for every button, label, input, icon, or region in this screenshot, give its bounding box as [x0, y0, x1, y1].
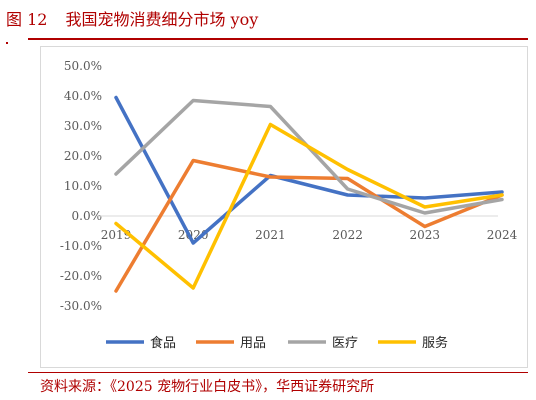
y-axis: 50.0% 40.0% 30.0% 20.0% 10.0% 0.0% -10.0% -20.0…: [60, 59, 498, 313]
legend-label: 食品: [150, 335, 176, 351]
legend-label: 服务: [422, 335, 448, 351]
x-tick-label: 2023: [410, 228, 441, 242]
x-axis: 2019 2020 2021 2022 2023 2024: [101, 228, 518, 242]
series-line-1: [114, 95, 504, 245]
line-chart: 50.0% 40.0% 30.0% 20.0% 10.0% 0.0% -10.0% -20.0…: [60, 59, 518, 351]
series-layer: [114, 95, 504, 293]
figure-title-text: 我国宠物消费细分市场 yoy: [65, 10, 259, 29]
y-tick-label: 10.0%: [64, 179, 102, 193]
x-tick-label: 2022: [332, 228, 363, 242]
legend-label: 用品: [240, 336, 266, 351]
figure-number: 图 12: [6, 10, 48, 29]
figure-title: 图 12 我国宠物消费细分市场 yoy: [6, 6, 258, 30]
series-line-4: [114, 122, 504, 290]
y-tick-label: -30.0%: [60, 299, 102, 313]
legend-label: 医疗: [332, 336, 358, 351]
source-rule: [28, 372, 528, 373]
y-tick-label: 30.0%: [64, 119, 102, 133]
chart-frame: [40, 46, 528, 368]
side-mark: [6, 42, 8, 44]
y-tick-label: 50.0%: [64, 59, 102, 73]
y-tick-label: 40.0%: [64, 89, 102, 103]
source-note: 资料来源：《2025 宠物行业白皮书》，华西证券研究所: [40, 379, 375, 395]
x-tick-label: 2024: [487, 228, 518, 242]
series-line-2: [114, 158, 504, 293]
x-tick-label: 2021: [255, 228, 286, 242]
legend: 食品 用品 医疗 服务: [106, 335, 448, 351]
y-tick-label: -20.0%: [60, 269, 102, 283]
title-rule: [28, 38, 528, 40]
y-tick-label: 0.0%: [72, 209, 103, 223]
y-tick-label: -10.0%: [60, 239, 102, 253]
y-tick-label: 20.0%: [64, 149, 102, 163]
x-tick-label: 2019: [101, 228, 132, 242]
